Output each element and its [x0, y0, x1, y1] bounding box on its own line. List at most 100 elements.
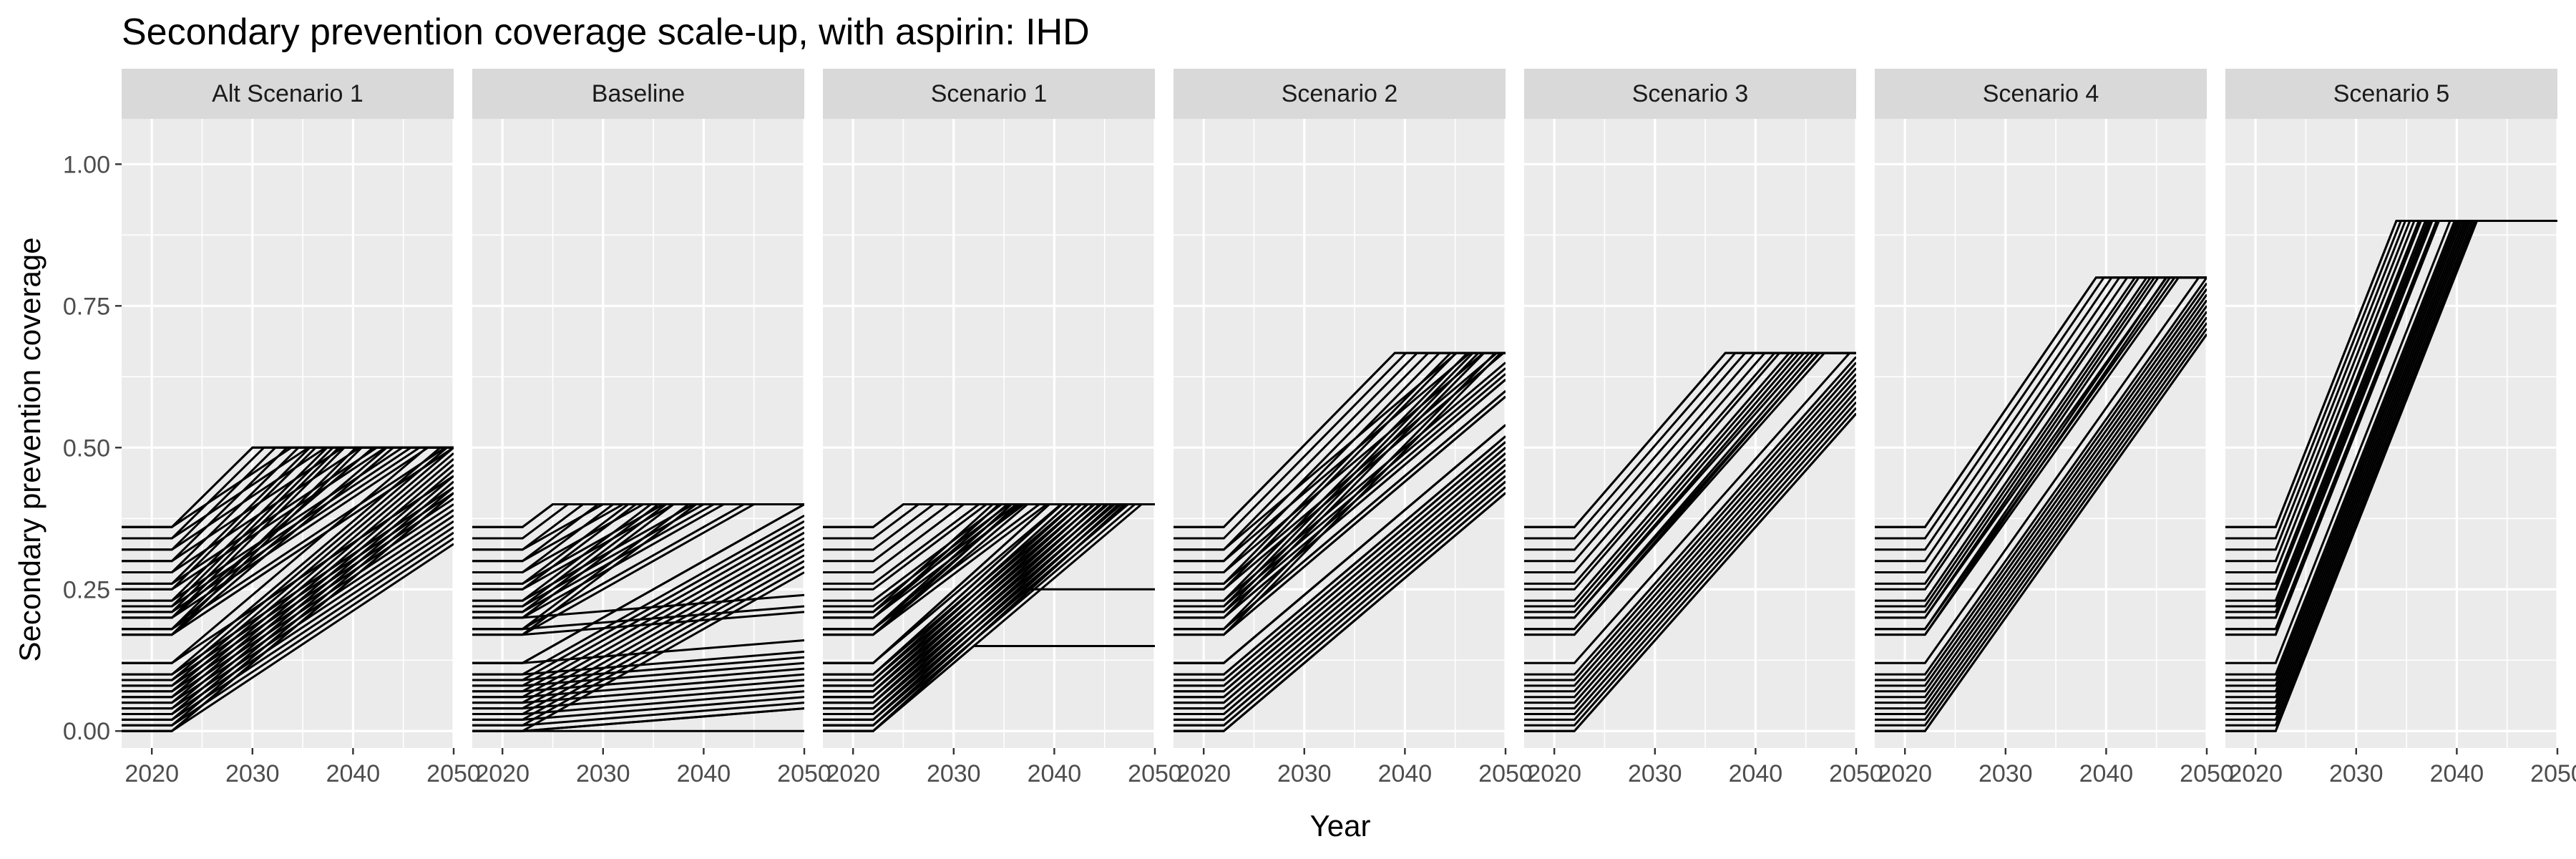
series-line	[1875, 334, 2207, 732]
x-tick-label: 2040	[1378, 760, 1433, 787]
x-tick-label: 2020	[1527, 760, 1581, 787]
series-line	[1875, 328, 2207, 727]
y-axis-title: Secondary prevention coverage	[13, 237, 47, 661]
series-line	[1174, 395, 1506, 636]
x-tick-label: 2050	[2180, 760, 2234, 787]
x-axis: 2020 2030 2040 2050	[1176, 748, 1533, 787]
series-line	[472, 684, 804, 710]
series-line	[472, 690, 804, 715]
gridlines	[472, 119, 806, 748]
series-line	[1174, 492, 1506, 732]
x-tick-label: 2030	[1979, 760, 2033, 787]
series-line	[1875, 276, 2207, 676]
series-line	[1174, 361, 1506, 602]
series-line	[1524, 367, 1856, 687]
facet-strip	[1875, 69, 2207, 119]
series-line	[472, 696, 804, 721]
x-tick-label: 2040	[326, 760, 381, 787]
series-line	[472, 605, 804, 631]
series-line	[472, 503, 804, 664]
series-line	[1524, 379, 1856, 699]
series-line	[1174, 447, 1506, 687]
panel-scenario-5: Scenario 5 2020 2030 2040 2050	[2225, 69, 2576, 787]
facet-panels: Alt Scenario 1 2020 2030 2040 2050 Baseline 20…	[122, 69, 2576, 787]
series-line	[823, 645, 1155, 732]
series-line	[1524, 407, 1856, 727]
x-tick-label: 2020	[826, 760, 880, 787]
x-tick-label: 2040	[2430, 760, 2484, 787]
series-line	[472, 679, 804, 704]
facet-strip-label: Scenario 1	[931, 80, 1048, 107]
facet-strip-label: Scenario 2	[1282, 80, 1398, 107]
series-line	[1875, 293, 2207, 693]
series-lines	[1524, 351, 1856, 732]
series-line	[122, 452, 454, 693]
series-line	[122, 492, 454, 732]
series-line	[1875, 288, 2207, 687]
x-axis: 2020 2030 2040 2050	[1878, 748, 2234, 787]
series-line	[1524, 356, 1856, 676]
series-lines	[1174, 351, 1506, 732]
x-tick-label: 2020	[2228, 760, 2283, 787]
series-line	[1174, 463, 1506, 704]
chart-title: Secondary prevention coverage scale-up, …	[122, 11, 1090, 53]
x-axis: 2020 2030 2040 2050	[2228, 748, 2576, 787]
series-line	[823, 588, 1155, 727]
series-line	[1875, 305, 2207, 704]
series-line	[1174, 379, 1506, 619]
series-line	[1174, 351, 1506, 528]
series-line	[1524, 373, 1856, 693]
series-line	[1875, 282, 2207, 681]
facet-strip-label: Alt Scenario 1	[212, 80, 364, 107]
x-tick-label: 2050	[1478, 760, 1533, 787]
x-axis-title: Year	[1310, 809, 1371, 843]
series-lines	[472, 503, 804, 732]
series-line	[122, 447, 454, 687]
series-line	[472, 650, 804, 676]
x-tick-label: 2030	[1277, 760, 1332, 787]
series-lines	[122, 446, 454, 732]
panel-alt-scenario-1: Alt Scenario 1 2020 2030 2040 2050	[122, 69, 481, 787]
series-line	[1174, 486, 1506, 727]
x-axis: 2020 2030 2040 2050	[826, 748, 1182, 787]
x-tick-label: 2050	[777, 760, 831, 787]
x-tick-label: 2030	[576, 760, 630, 787]
x-tick-label: 2040	[1729, 760, 1783, 787]
x-tick-label: 2030	[2329, 760, 2384, 787]
series-line	[122, 447, 454, 636]
series-line	[1875, 276, 2207, 528]
x-tick-label: 2030	[927, 760, 981, 787]
series-line	[1174, 441, 1506, 681]
series-line	[1174, 373, 1506, 613]
facet-strip-label: Baseline	[592, 80, 685, 107]
facet-strip	[1524, 69, 1856, 119]
series-line	[1174, 435, 1506, 676]
series-lines	[1875, 276, 2207, 732]
facet-strip-label: Scenario 3	[1632, 80, 1749, 107]
series-line	[1174, 452, 1506, 693]
x-tick-label: 2030	[1628, 760, 1682, 787]
x-tick-label: 2040	[677, 760, 731, 787]
y-axis: 0.00 0.25 0.50 0.75 1.00	[63, 151, 122, 745]
series-line	[122, 446, 454, 528]
series-line	[1524, 351, 1856, 528]
series-line	[1524, 361, 1856, 681]
series-line	[1174, 457, 1506, 699]
series-line	[1875, 316, 2207, 715]
x-tick-label: 2050	[2530, 760, 2576, 787]
series-line	[1524, 390, 1856, 710]
facet-strip	[2225, 69, 2557, 119]
series-line	[472, 673, 804, 699]
panel-background	[1524, 119, 1856, 748]
panel-scenario-2: Scenario 2 2020 2030 2040 2050	[1174, 69, 1533, 787]
x-tick-label: 2050	[1829, 760, 1883, 787]
series-lines	[2225, 220, 2557, 732]
series-line	[823, 503, 1155, 528]
series-line	[472, 593, 804, 619]
x-axis: 2020 2030 2040 2050	[125, 748, 481, 787]
series-line	[1174, 389, 1506, 631]
series-line	[472, 503, 804, 528]
series-line	[2225, 220, 2557, 732]
x-axis: 2020 2030 2040 2050	[475, 748, 831, 787]
x-tick-label: 2020	[475, 760, 530, 787]
